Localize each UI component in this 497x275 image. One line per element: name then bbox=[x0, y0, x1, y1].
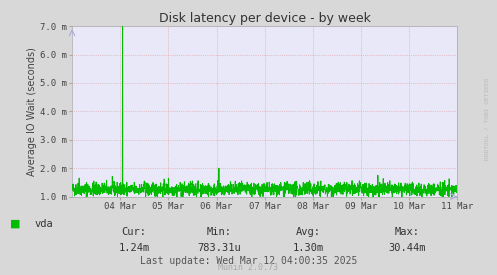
Text: 30.44m: 30.44m bbox=[389, 243, 426, 253]
Title: Disk latency per device - by week: Disk latency per device - by week bbox=[159, 12, 371, 25]
Text: RRDTOOL / TOBI OETIKER: RRDTOOL / TOBI OETIKER bbox=[485, 77, 490, 160]
Text: ■: ■ bbox=[10, 219, 20, 229]
Text: Last update: Wed Mar 12 04:00:35 2025: Last update: Wed Mar 12 04:00:35 2025 bbox=[140, 256, 357, 266]
Text: Munin 2.0.73: Munin 2.0.73 bbox=[219, 263, 278, 272]
Text: Avg:: Avg: bbox=[296, 227, 321, 237]
Text: Cur:: Cur: bbox=[122, 227, 147, 237]
Text: 1.24m: 1.24m bbox=[119, 243, 150, 253]
Text: Max:: Max: bbox=[395, 227, 420, 237]
Text: 1.30m: 1.30m bbox=[293, 243, 324, 253]
Text: Min:: Min: bbox=[206, 227, 231, 237]
Text: vda: vda bbox=[35, 219, 54, 229]
Text: 783.31u: 783.31u bbox=[197, 243, 241, 253]
Y-axis label: Average IO Wait (seconds): Average IO Wait (seconds) bbox=[27, 47, 37, 176]
